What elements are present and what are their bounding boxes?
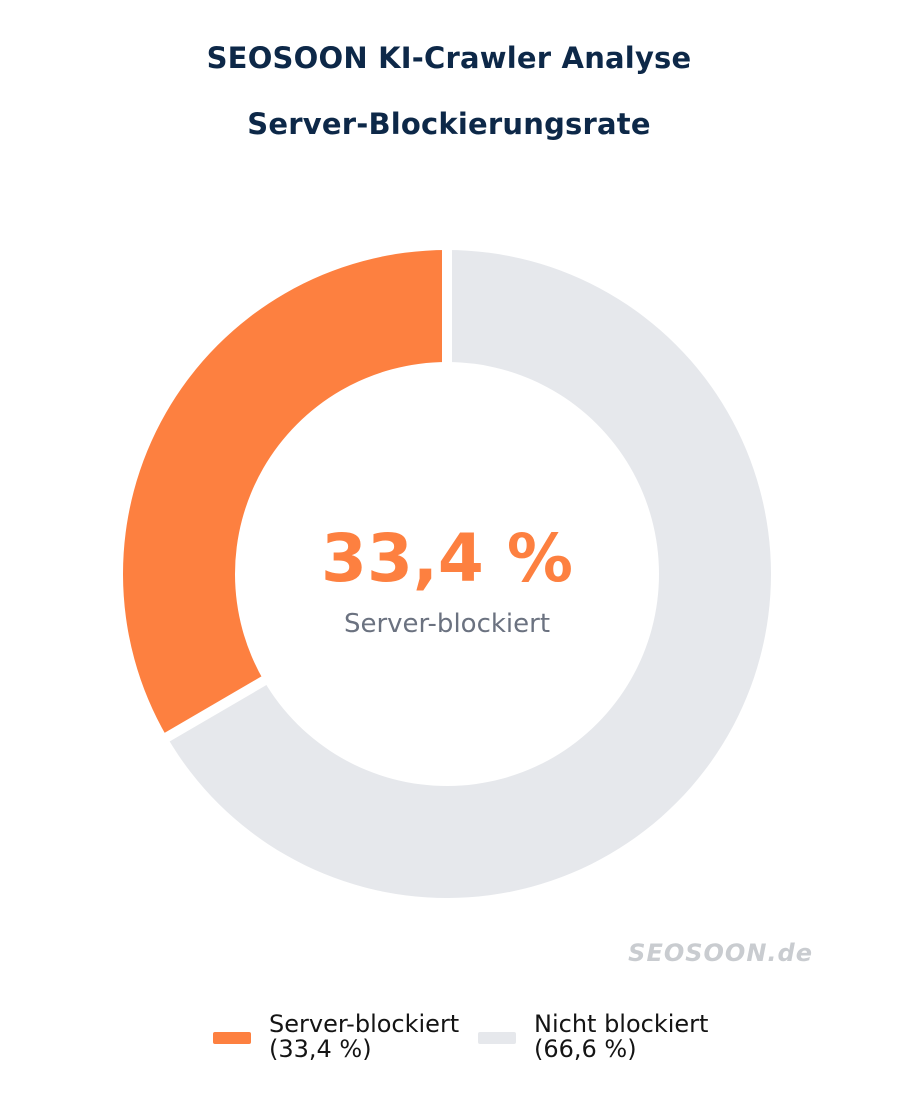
legend-value-text: (66,6 %) — [534, 1035, 637, 1063]
legend-item-nicht-blockiert: Nicht blockiert (66,6 %) — [478, 1012, 708, 1062]
center-label: Server-blockiert — [343, 609, 551, 639]
center-value: 33,4 % — [321, 520, 573, 597]
chart-title: SEOSOON KI-Crawler Analyse — [206, 41, 692, 75]
legend-label-text: Server-blockiert — [269, 1010, 460, 1038]
legend-value-text: (33,4 %) — [269, 1035, 372, 1063]
legend-label-text: Nicht blockiert — [534, 1010, 709, 1038]
legend-label-nicht-blockiert: Nicht blockiert (66,6 %) — [534, 1012, 708, 1062]
legend-swatch-server-blockiert — [213, 1032, 251, 1044]
watermark: SEOSOON.de — [628, 939, 813, 967]
donut-slice-nicht-blockiert — [167, 250, 771, 898]
chart-subtitle: Server-Blockierungsrate — [247, 107, 651, 141]
legend-label-server-blockiert: Server-blockiert (33,4 %) — [269, 1012, 459, 1062]
slice-separator — [162, 672, 274, 743]
donut-slice-server-blockiert — [123, 250, 447, 738]
donut-svg — [123, 250, 771, 898]
legend-item-server-blockiert: Server-blockiert (33,4 %) — [213, 1012, 459, 1062]
donut-chart: 33,4 % Server-blockiert — [123, 250, 771, 898]
legend-swatch-nicht-blockiert — [478, 1032, 516, 1044]
